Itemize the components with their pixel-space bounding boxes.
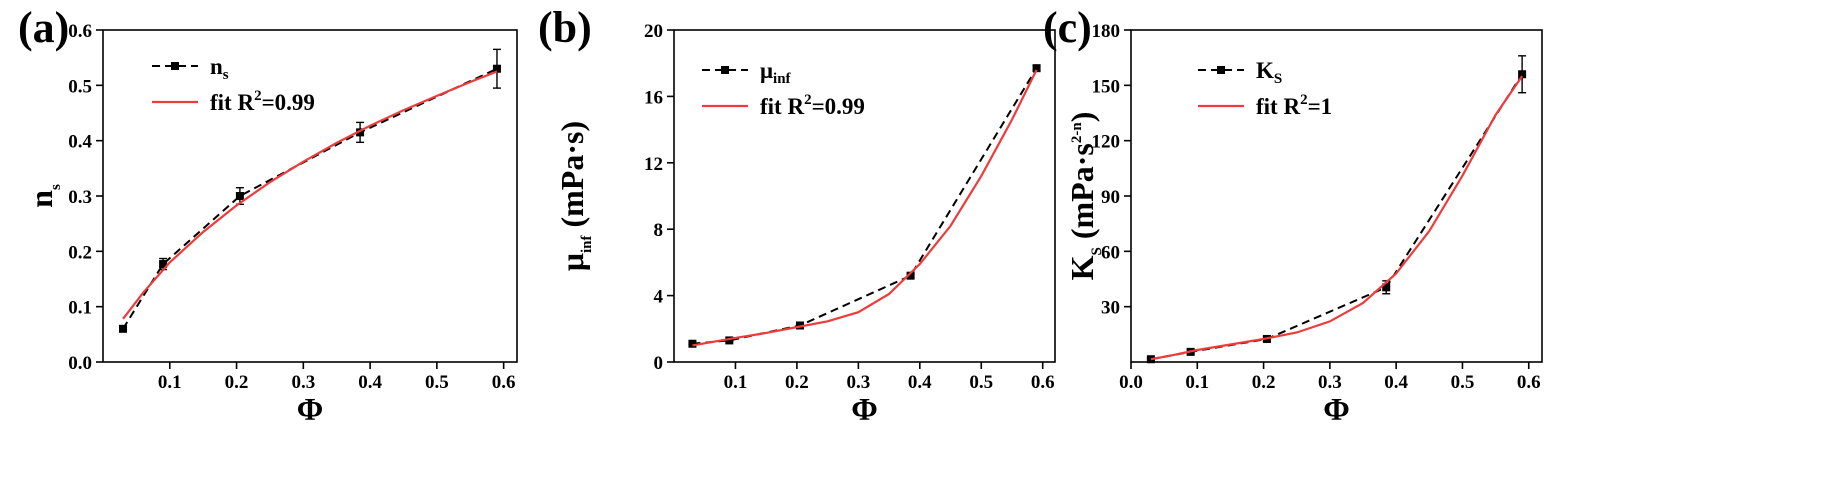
x-tick-label: 0.1 (158, 372, 182, 393)
y-tick-label: 150 (1092, 76, 1121, 97)
y-tick-label: 0.3 (68, 187, 92, 208)
y-tick-label: 0.6 (68, 21, 92, 42)
legend-data-marker (1217, 66, 1225, 74)
y-tick-label: 30 (1101, 298, 1120, 319)
x-tick-label: 0.5 (969, 372, 993, 393)
y-tick-label: 0.5 (68, 76, 92, 97)
legend-data-marker (721, 66, 729, 74)
legend-data-label: ns (210, 54, 229, 83)
fit-line (122, 70, 498, 320)
y-tick-label: 4 (654, 287, 664, 308)
x-tick-label: 0.4 (908, 372, 932, 393)
y-tick-label: 60 (1101, 242, 1120, 263)
data-point (159, 260, 168, 269)
fit-line (1150, 75, 1524, 361)
x-tick-label: 0.2 (225, 372, 249, 393)
y-axis-label: KS (mPa·s2-n) (1064, 112, 1105, 281)
y-axis-label: μinf (mPa·s) (554, 121, 595, 271)
panel-label: (a) (18, 3, 69, 52)
legend-data-label: KS (1256, 58, 1282, 87)
y-tick-label: 16 (644, 87, 663, 108)
y-tick-label: 180 (1092, 21, 1121, 42)
data-line (122, 67, 498, 330)
data-point (119, 324, 128, 333)
data-point (725, 336, 734, 345)
x-tick-label: 0.3 (846, 372, 870, 393)
x-tick-label: 0.2 (1252, 372, 1276, 393)
x-tick-label: 0.6 (1517, 372, 1541, 393)
plot-frame (673, 29, 1056, 363)
y-tick-label: 0.1 (68, 298, 92, 319)
y-tick-label: 12 (644, 154, 663, 175)
y-tick-label: 0.0 (68, 353, 92, 374)
y-tick-label: 0 (654, 353, 664, 374)
data-point (1032, 64, 1041, 73)
x-tick-label: 0.4 (1384, 372, 1408, 393)
data-point (356, 128, 365, 137)
x-axis-label: Φ (851, 391, 878, 427)
panel-label: (b) (538, 3, 592, 52)
legend-data-label: μinf (760, 58, 792, 87)
legend-fit-label: fit R2=0.99 (210, 88, 315, 115)
y-tick-label: 90 (1101, 187, 1120, 208)
y-tick-label: 20 (644, 21, 663, 42)
plot-frame (102, 29, 518, 363)
y-tick-label: 0.4 (68, 132, 92, 153)
x-axis-label: Φ (297, 391, 324, 427)
x-tick-label: 0.1 (724, 372, 748, 393)
x-axis-label: Φ (1323, 391, 1350, 427)
legend-data-marker (171, 62, 179, 70)
y-tick-label: 120 (1092, 132, 1121, 153)
fit-line (692, 69, 1038, 347)
data-point (1518, 70, 1527, 79)
x-tick-label: 0.2 (785, 372, 809, 393)
legend-fit-label: fit R2=0.99 (760, 92, 865, 119)
panel-3: (c) 0.0 0.1 0.2 0.3 0.4 0.5 0.6 30 60 90 120 150 180 Φ… (1043, 3, 1543, 427)
x-tick-label: 0.1 (1185, 372, 1209, 393)
x-tick-label: 0.6 (1031, 372, 1055, 393)
y-tick-label: 0.2 (68, 242, 92, 263)
panel-1: (a) 0.1 0.2 0.3 0.4 0.5 0.6 0.0 0.1 0.2 0.3 0.4 0.5 0… (18, 3, 518, 427)
x-tick-label: 0.4 (358, 372, 382, 393)
panel-label: (c) (1043, 3, 1092, 52)
x-tick-label: 0.5 (425, 372, 449, 393)
x-tick-label: 0.5 (1451, 372, 1475, 393)
x-tick-label: 0.6 (492, 372, 516, 393)
data-point (688, 339, 697, 348)
plot-frame (1130, 29, 1543, 363)
y-axis-label: ns (23, 184, 64, 208)
data-point (1382, 283, 1391, 292)
data-point (235, 192, 244, 200)
legend-fit-label: fit R2=1 (1256, 92, 1332, 119)
data-point (492, 64, 501, 73)
x-tick-label: 0.0 (1119, 372, 1143, 393)
x-tick-label: 0.3 (1318, 372, 1342, 393)
data-point (906, 271, 915, 280)
y-tick-label: 8 (654, 220, 664, 241)
x-tick-label: 0.3 (291, 372, 315, 393)
